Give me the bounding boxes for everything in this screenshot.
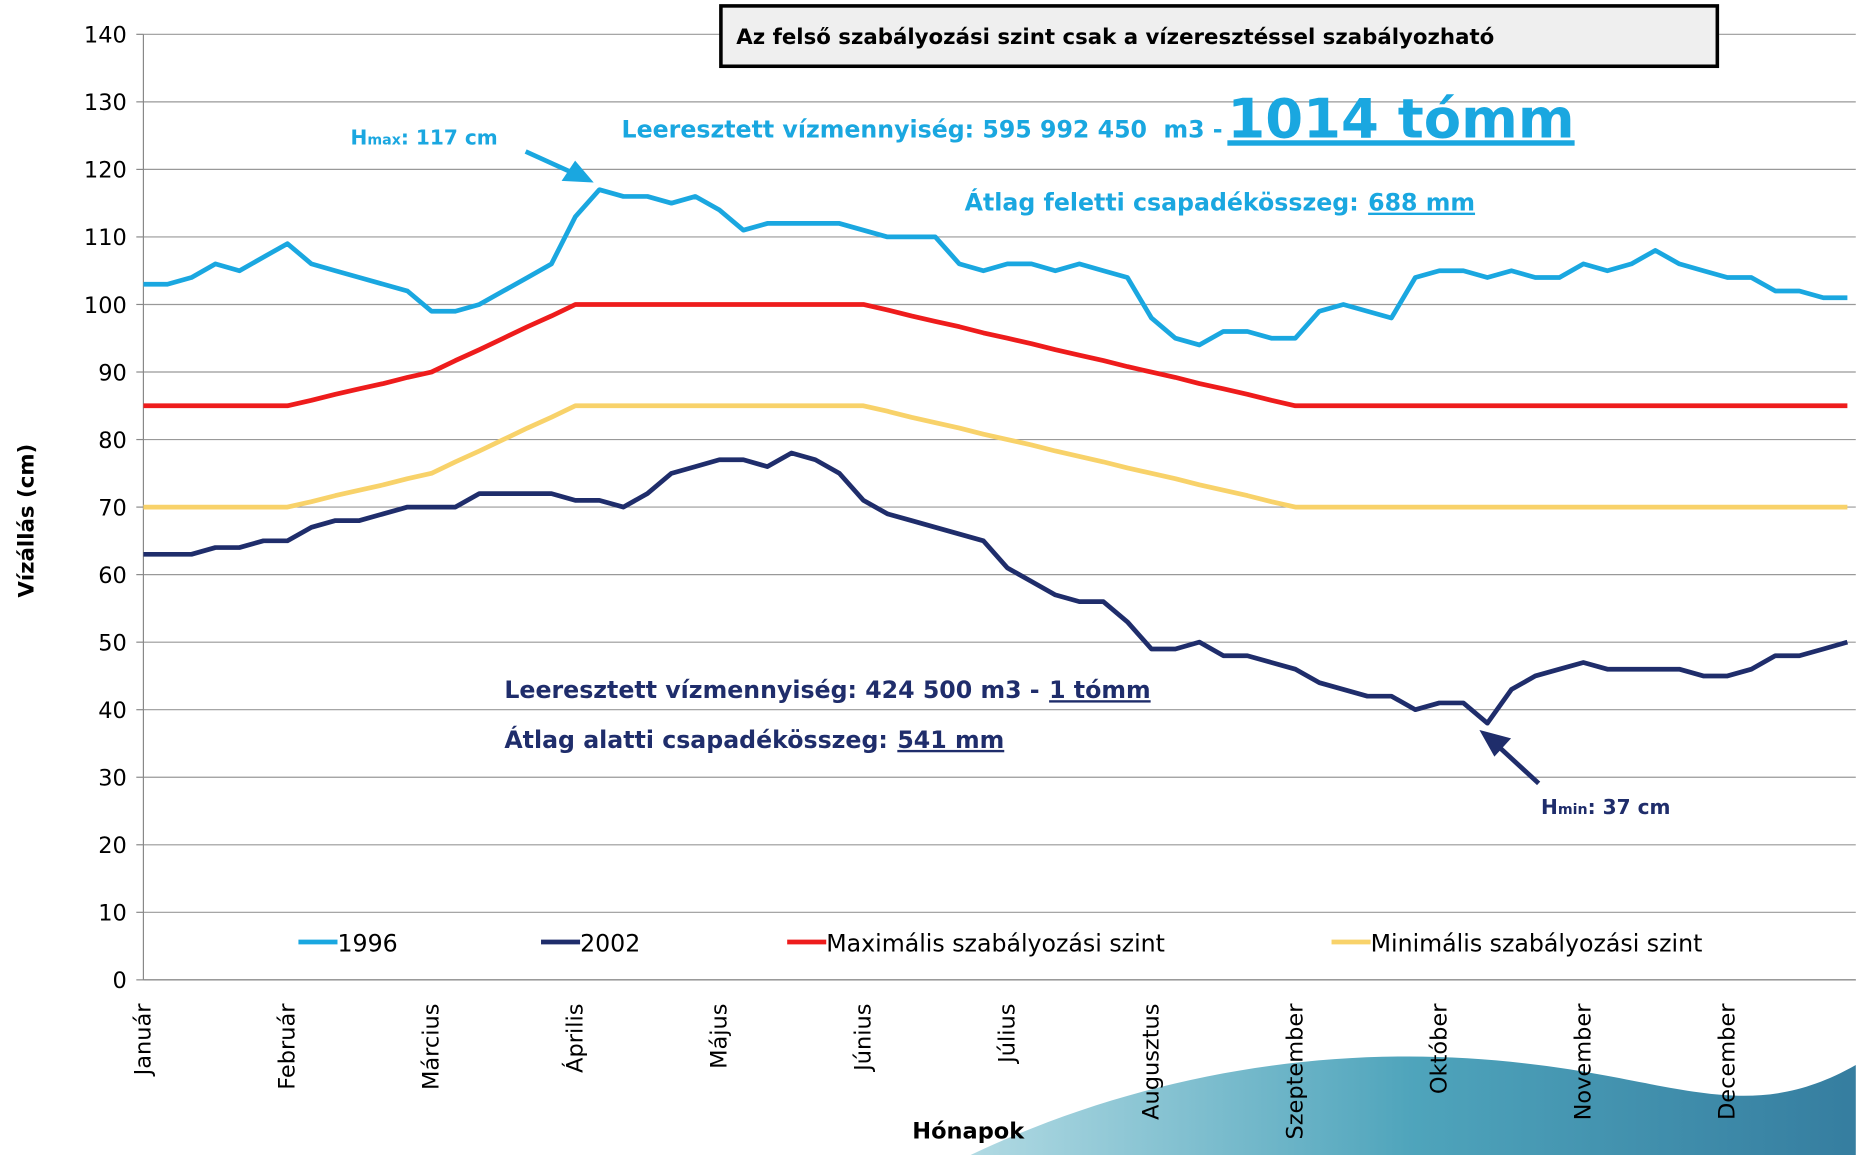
y-tick-label: 100 [84, 293, 127, 319]
series-line [143, 304, 1847, 405]
legend-label: 2002 [580, 929, 640, 957]
y-tick-label: 80 [98, 428, 127, 454]
annotation-part: H [1541, 795, 1558, 819]
annotation-part: Átlag alatti csapadékösszeg: [504, 726, 888, 754]
note-text: Az felső szabályozási szint csak a vízer… [736, 25, 1494, 50]
y-tick-label: 30 [98, 766, 127, 792]
y-tick-label: 120 [84, 158, 127, 184]
annotation: Átlag feletti csapadékösszeg: 688 mm [965, 189, 1475, 217]
y-tick-label: 60 [98, 563, 127, 589]
y-tick-label: 110 [84, 225, 127, 251]
x-tick-label: Február [275, 1003, 301, 1090]
annotation-part: 1 tómm [1049, 676, 1151, 704]
annotation-part: 688 mm [1368, 189, 1475, 217]
chart: 0 10 20 30 40 50 60 70 80 90 100 110 120 130 140 Január… [0, 0, 1856, 1155]
annotation-part: Leeresztett vízmennyiség: 424 500 m3 - [504, 676, 1039, 704]
y-tick-label: 10 [98, 901, 127, 927]
y-tick-label: 20 [98, 833, 127, 859]
annotation-part: 541 mm [897, 726, 1004, 754]
x-tick-label: Január [131, 1003, 157, 1078]
annotation: Leeresztett vízmennyiség: 424 500 m3 - 1 … [504, 676, 1150, 704]
annotation: Hmin: 37 cm [1541, 795, 1671, 819]
annotation: Átlag alatti csapadékösszeg: 541 mm [504, 726, 1004, 754]
annotation: Leeresztett vízmennyiség: 595 992 450 m3… [621, 86, 1574, 150]
y-tick-label: 40 [98, 698, 127, 724]
x-tick-label: Június [850, 1004, 876, 1073]
x-tick-label: Július [994, 1004, 1020, 1065]
legend: 1996 2002 Maximális szabályozási szint Mini… [298, 929, 1702, 957]
x-tick-label: Augusztus [1138, 1004, 1164, 1120]
x-tick-label: November [1570, 1003, 1596, 1121]
x-tick-label: Szeptember [1282, 1003, 1308, 1140]
series-line [143, 406, 1847, 507]
plot-lines [143, 190, 1847, 723]
annotation-part: max [367, 132, 401, 148]
annotation-part: Leeresztett vízmennyiség: 595 992 450 m3… [621, 115, 1222, 143]
y-tick-label: 50 [98, 630, 127, 656]
x-tick-label: Május [706, 1004, 732, 1069]
arrow [1484, 734, 1538, 784]
legend-label: 1996 [337, 929, 397, 957]
x-tick-label: December [1714, 1003, 1740, 1120]
annotation-part: : 37 cm [1588, 795, 1671, 819]
x-axis-label: Hónapok [912, 1118, 1025, 1144]
legend-label: Minimális szabályozási szint [1371, 929, 1703, 957]
y-tick-label: 130 [84, 90, 127, 116]
annotation-part: H [351, 125, 368, 149]
y-axis-label: Vízállás (cm) [14, 444, 39, 598]
annotation-part: min [1558, 802, 1588, 818]
annotation-part: : 117 cm [401, 125, 498, 149]
y-tick-label: 70 [98, 495, 127, 521]
y-tick-label: 90 [98, 360, 127, 386]
y-tick-label: 140 [84, 23, 127, 49]
annotation: Hmax: 117 cm [351, 125, 498, 149]
legend-label: Maximális szabályozási szint [826, 929, 1165, 957]
y-tick-label: 0 [113, 968, 127, 994]
x-tick-label: Március [418, 1004, 444, 1090]
x-tick-label: Október [1426, 1003, 1452, 1094]
annotation-part: Átlag feletti csapadékösszeg: [965, 189, 1359, 217]
annotation-part: 1014 tómm [1227, 86, 1574, 150]
x-tick-label: Április [560, 1004, 588, 1073]
arrow [526, 151, 589, 179]
